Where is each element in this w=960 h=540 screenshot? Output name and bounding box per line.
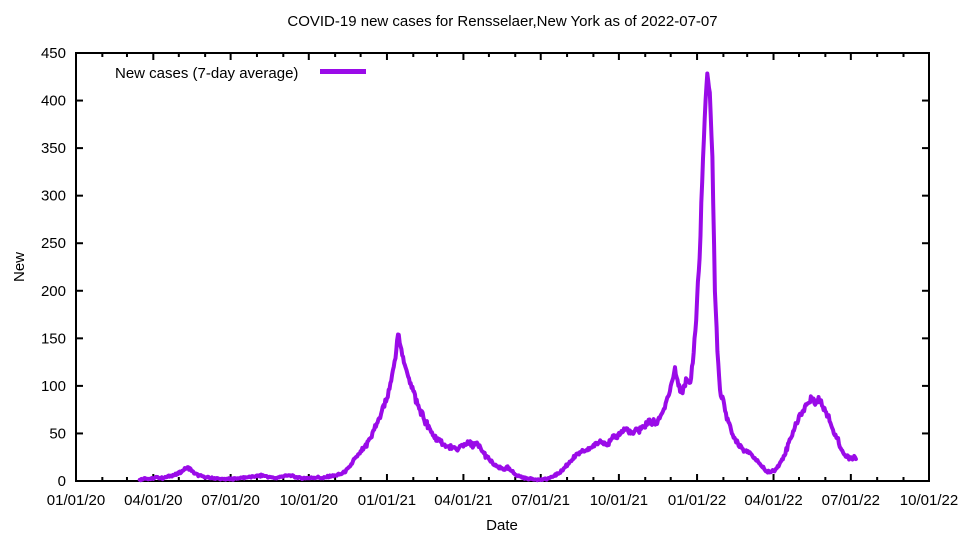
y-tick-label: 0 — [58, 473, 66, 490]
x-tick-label: 07/01/21 — [512, 492, 570, 509]
y-tick-label: 50 — [49, 425, 66, 442]
x-tick-label: 10/01/20 — [280, 492, 338, 509]
x-tick-label: 07/01/20 — [201, 492, 259, 509]
x-tick-label: 10/01/21 — [590, 492, 648, 509]
y-tick-label: 200 — [41, 283, 66, 300]
legend-label: New cases (7-day average) — [115, 65, 298, 82]
x-tick-label: 04/01/21 — [434, 492, 492, 509]
y-axis-label: New — [11, 252, 28, 282]
y-tick-label: 150 — [41, 330, 66, 347]
y-tick-label: 350 — [41, 140, 66, 157]
x-tick-label: 01/01/22 — [668, 492, 726, 509]
axis-tick-labels: 01/01/20 04/01/20 07/01/20 10/01/20 01/01/21… — [41, 45, 958, 509]
x-tick-label: 04/01/20 — [124, 492, 182, 509]
y-tick-label: 250 — [41, 235, 66, 252]
x-tick-label: 04/01/22 — [744, 492, 802, 509]
x-tick-label: 07/01/22 — [822, 492, 880, 509]
x-tick-label: 10/01/22 — [900, 492, 958, 509]
x-axis-label: Date — [486, 517, 518, 534]
y-tick-label: 450 — [41, 45, 66, 62]
y-tick-label: 100 — [41, 378, 66, 395]
y-tick-label: 300 — [41, 188, 66, 205]
x-tick-label: 01/01/20 — [47, 492, 105, 509]
x-tick-label: 01/01/21 — [358, 492, 416, 509]
chart-title: COVID-19 new cases for Rensselaer,New Yo… — [287, 13, 718, 30]
cases-line — [137, 71, 858, 483]
plot-border — [75, 52, 930, 482]
y-tick-label: 400 — [41, 93, 66, 110]
